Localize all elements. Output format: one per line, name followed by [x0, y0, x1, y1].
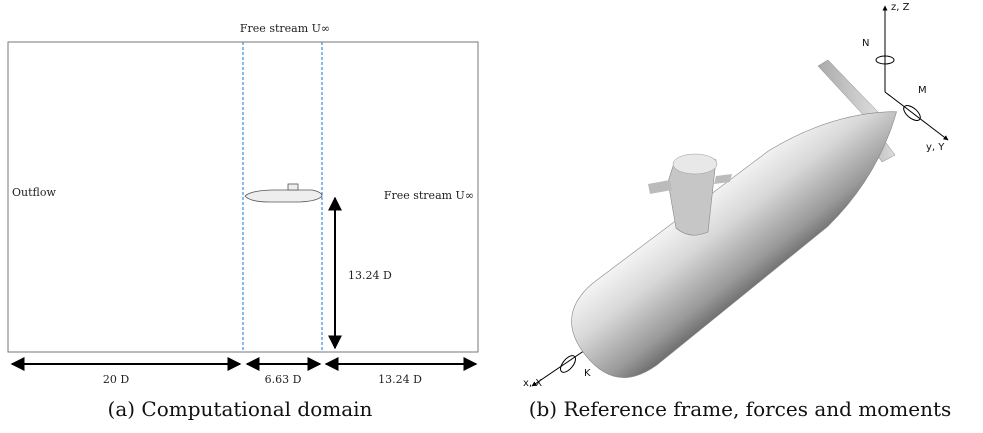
axis-label: z, Z	[891, 2, 910, 13]
panel-b: z, Z y, Y x, X N M K (b) Reference frame…	[523, 2, 951, 421]
left-label: Outflow	[12, 186, 56, 199]
axis-label: y, Y	[926, 142, 945, 153]
sail-top	[673, 154, 717, 174]
top-label: Free stream U∞	[240, 22, 330, 35]
axis-label: x, X	[523, 378, 542, 389]
small-submarine	[245, 184, 322, 202]
stern-fin	[818, 60, 878, 120]
moment-label: K	[584, 368, 591, 379]
sail-plane	[648, 180, 672, 194]
caption: (a) Computational domain	[108, 397, 373, 421]
hull	[553, 71, 928, 396]
caption: (b) Reference frame, forces and moments	[529, 397, 952, 421]
moment-label: N	[862, 38, 869, 49]
figure: Free stream U∞ Outflow Free stream U∞ 13…	[0, 0, 983, 433]
panel-a: Free stream U∞ Outflow Free stream U∞ 13…	[8, 22, 478, 421]
right-label: Free stream U∞	[384, 189, 474, 202]
length-label: 20 D	[103, 373, 129, 386]
moment-label: M	[918, 85, 927, 96]
height-label: 13.24 D	[348, 269, 392, 282]
length-label: 13.24 D	[378, 373, 422, 386]
length-label: 6.63 D	[265, 373, 302, 386]
